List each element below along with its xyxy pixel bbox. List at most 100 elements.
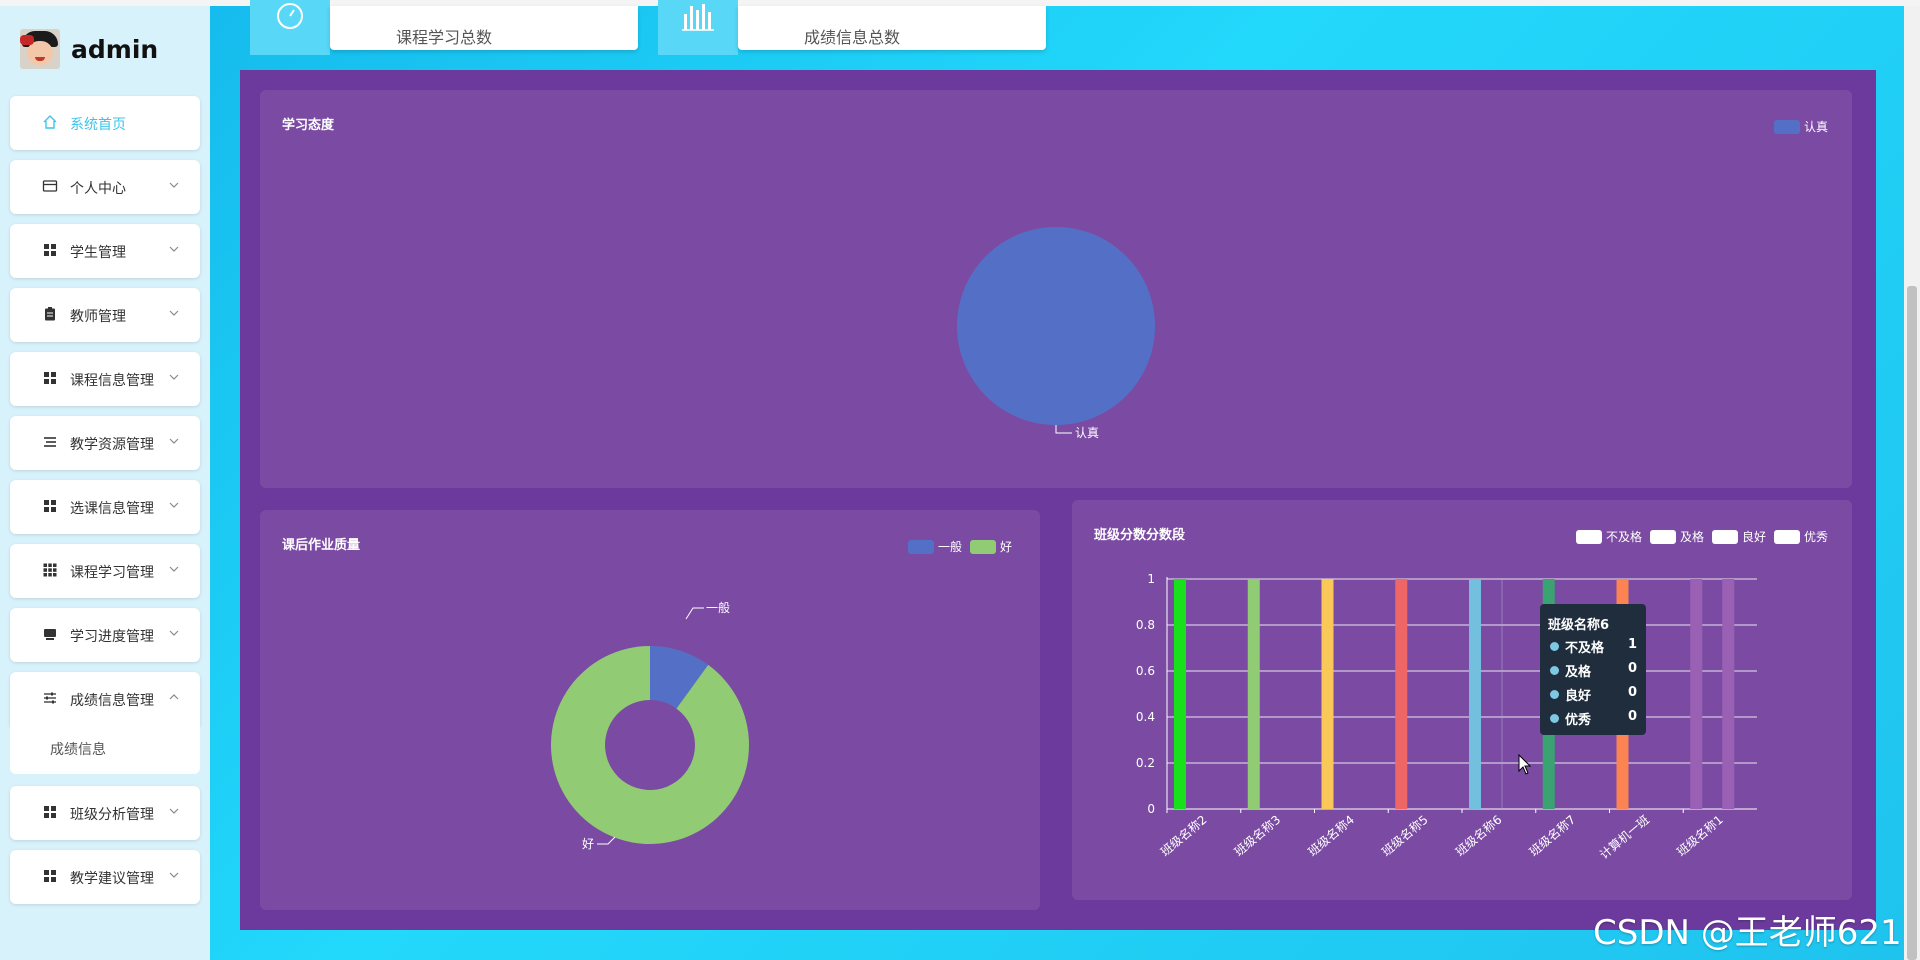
legend-label: 认真 [1804,120,1829,134]
bar[interactable] [1690,579,1703,809]
label-leader-line [597,836,616,845]
slice-label: 一般 [706,600,730,615]
tooltip-dot [1550,714,1559,723]
tooltip-row: 及格 0 [1550,661,1640,680]
bar[interactable] [1469,579,1481,809]
legend-entry: 优秀 [1774,528,1828,545]
sidebar-item-course-info[interactable]: 课程信息管理 [10,352,200,406]
list-icon [44,437,56,447]
x-tick-label: 计算机一班 [1596,812,1652,862]
bar[interactable] [1395,579,1408,809]
x-tick-label: 班级名称6 [1452,812,1504,859]
chart-tooltip: 班级名称6 不及格 1 及格 0 良好 0 优秀 0 [1540,604,1646,735]
chart-card-homework: 课后作业质量 一般 好 一般 好 [260,510,1040,910]
legend-swatch [970,539,997,554]
sidebar-item-label: 系统首页 [70,117,126,133]
sidebar-item-label: 教学建议管理 [70,871,154,887]
tooltip-name: 及格 [1565,665,1592,680]
avatar[interactable] [20,29,60,69]
tooltip-title: 班级名称6 [1548,618,1610,633]
sidebar-item-home[interactable]: 系统首页 [10,96,200,150]
pie-slice-serious[interactable] [957,227,1155,425]
brand: admin [20,26,158,72]
tooltip-value: 1 [1628,637,1638,652]
tooltip-row: 优秀 0 [1550,709,1640,728]
sidebar-item-label: 选课信息管理 [70,501,154,517]
tooltip-dot [1550,690,1559,699]
sidebar-item-suggestions[interactable]: 教学建议管理 [10,850,200,904]
y-tick-label: 0.8 [1136,618,1155,632]
stat-label: 成绩信息总数 [804,28,901,47]
sidebar-item-course-learning[interactable]: 课程学习管理 [10,544,200,598]
chart-title: 班级分数分数段 [1094,528,1186,543]
legend-label: 良好 [1742,530,1767,544]
donut-slice-2[interactable] [551,646,749,844]
legend-entry: 好 [970,538,1012,555]
tooltip-row: 不及格 1 [1550,637,1640,656]
tooltip-row: 良好 0 [1550,685,1640,704]
legend-swatch [1712,529,1739,544]
legend-label: 及格 [1680,530,1705,544]
bar-chart-score-bands: 0 0.2 0.4 0.6 0.8 1 班级名称2 班级名称3 班级名称4 班级名称5 班级名称6… [1136,572,1757,862]
sidebar-item-label: 个人中心 [70,181,126,197]
sidebar-item-progress[interactable]: 学习进度管理 [10,608,200,662]
chart-card-score-bands: 班级分数分数段 不及格 及格 良好 优秀 0 0.2 0.4 0.6 0.8 1 班级名称… [1072,500,1852,900]
sidebar-item-label: 教学资源管理 [70,437,154,453]
sidebar-item-resources[interactable]: 教学资源管理 [10,416,200,470]
bar-x-labels: 班级名称2 班级名称3 班级名称4 班级名称5 班级名称6 班级名称7 计算机一班 班级名称1 [1157,812,1726,862]
bar-chart-icon [682,4,714,31]
sidebar-item-course-selection[interactable]: 选课信息管理 [10,480,200,534]
chevron-down-icon [169,374,179,380]
label-leader-line [685,607,704,620]
legend-entry: 不及格 [1576,528,1642,545]
sidebar-item-class-analysis[interactable]: 班级分析管理 [10,786,200,840]
grid-icon [44,372,56,384]
chart-legend[interactable]: 一般 好 [908,538,1012,555]
legend-swatch [908,539,934,554]
stat-card-grades[interactable]: 成绩信息总数 [738,6,1046,50]
bar[interactable] [1321,579,1334,809]
chart-legend[interactable]: 认真 [1774,118,1828,135]
bar[interactable] [1247,579,1260,809]
chevron-down-icon [169,182,179,188]
submenu-grade-info[interactable]: 成绩信息 [10,722,200,774]
mouse-cursor-icon [1518,754,1532,775]
x-tick-label: 班级名称4 [1305,812,1357,859]
sidebar-item-label: 成绩信息管理 [70,693,154,709]
x-tick-label: 班级名称1 [1673,812,1725,859]
sidebar-item-label: 学习进度管理 [70,629,154,645]
x-tick-label: 班级名称7 [1526,812,1578,859]
y-tick-label: 0.6 [1136,664,1155,678]
tooltip-name: 不及格 [1565,641,1605,656]
bar[interactable] [1722,579,1735,809]
submenu-item-label: 成绩信息 [50,742,106,758]
legend-swatch [1650,529,1677,544]
chart-title: 学习态度 [282,118,335,133]
tooltip-dot [1550,642,1559,651]
legend-label: 优秀 [1804,530,1829,544]
page-scrollbar[interactable] [1904,6,1920,960]
donut-slice-1[interactable] [650,646,709,709]
tooltip-value: 0 [1628,709,1638,724]
y-tick-label: 0 [1147,802,1155,816]
card-icon [42,180,58,192]
home-icon [43,115,57,129]
chart-legend[interactable]: 不及格 及格 良好 优秀 [1568,528,1828,545]
donut-chart-homework: 一般 好 [551,600,749,851]
chevron-down-icon [169,872,179,878]
sidebar-item-label: 教师管理 [70,309,126,325]
tooltip-value: 0 [1628,661,1638,676]
sidebar-item-teachers[interactable]: 教师管理 [10,288,200,342]
bar[interactable] [1174,579,1186,809]
stat-card-courses[interactable]: 课程学习总数 [330,6,638,50]
sidebar-item-grades[interactable]: 成绩信息管理 [10,672,200,726]
sidebar-item-label: 课程信息管理 [70,373,154,389]
avatar-face [27,41,53,65]
sidebar-item-profile[interactable]: 个人中心 [10,160,200,214]
sidebar-item-label: 课程学习管理 [70,565,154,581]
chevron-down-icon [169,630,179,636]
scrollbar-thumb[interactable] [1907,286,1917,960]
sidebar-item-students[interactable]: 学生管理 [10,224,200,278]
stat-label: 课程学习总数 [396,28,493,47]
chevron-down-icon [169,808,179,814]
